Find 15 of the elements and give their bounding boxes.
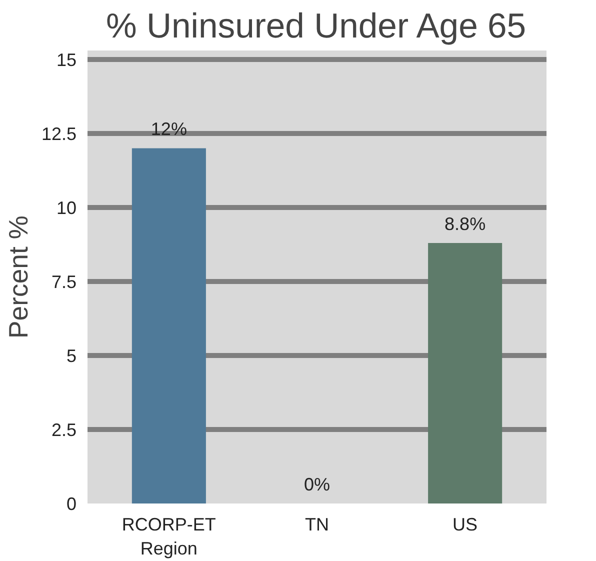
data-label: 0% (304, 474, 330, 494)
chart-title: % Uninsured Under Age 65 (106, 8, 526, 46)
data-label: 12% (150, 119, 187, 140)
y-tick-label: 10 (56, 198, 77, 218)
x-tick-label: TN (305, 514, 330, 534)
y-tick-label: 0 (66, 494, 77, 514)
y-tick-label: 7.5 (51, 272, 77, 292)
x-tick-label: US (452, 514, 478, 534)
y-tick-label: 5 (66, 346, 77, 366)
y-tick-label: 2.5 (51, 420, 77, 440)
y-tick-label: 12.5 (41, 124, 77, 144)
y-tick-label: 15 (56, 50, 77, 70)
y-axis-title: Percent % (3, 216, 34, 338)
data-label: 8.8% (444, 214, 486, 234)
x-tick-label: RCORP-ET Region (122, 514, 216, 558)
